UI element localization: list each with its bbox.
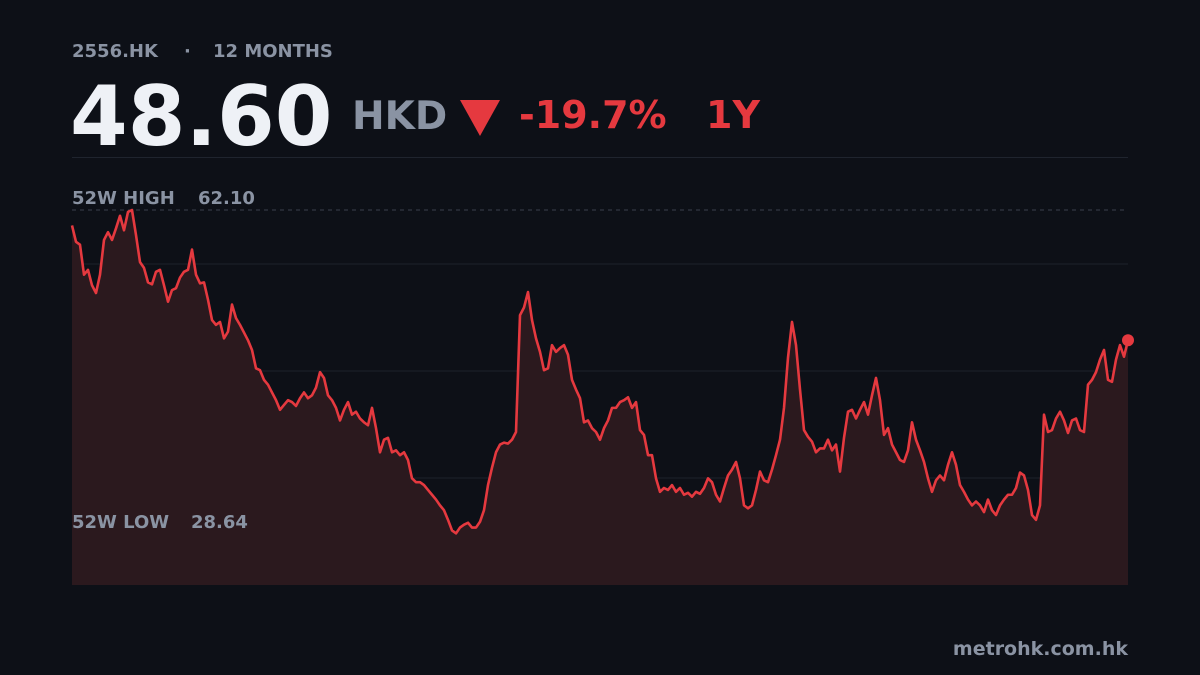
high-name: 52W HIGH [72,188,175,209]
period: 12 MONTHS [213,41,333,62]
footer: metrohk.com.hk [953,638,1128,660]
high-value: 62.10 [198,188,255,209]
price: 48.60 [70,68,333,165]
low-name: 52W LOW [72,512,169,533]
low-value: 28.64 [191,512,248,533]
separator: · [184,41,191,62]
change: -19.7% [519,93,667,137]
down-arrow [460,100,500,136]
change-period: 1Y [706,93,760,137]
last-point [1122,334,1134,347]
ticker: 2556.HK [72,41,159,62]
currency: HKD [352,94,447,139]
price-line [70,208,1130,535]
area [72,209,1128,586]
